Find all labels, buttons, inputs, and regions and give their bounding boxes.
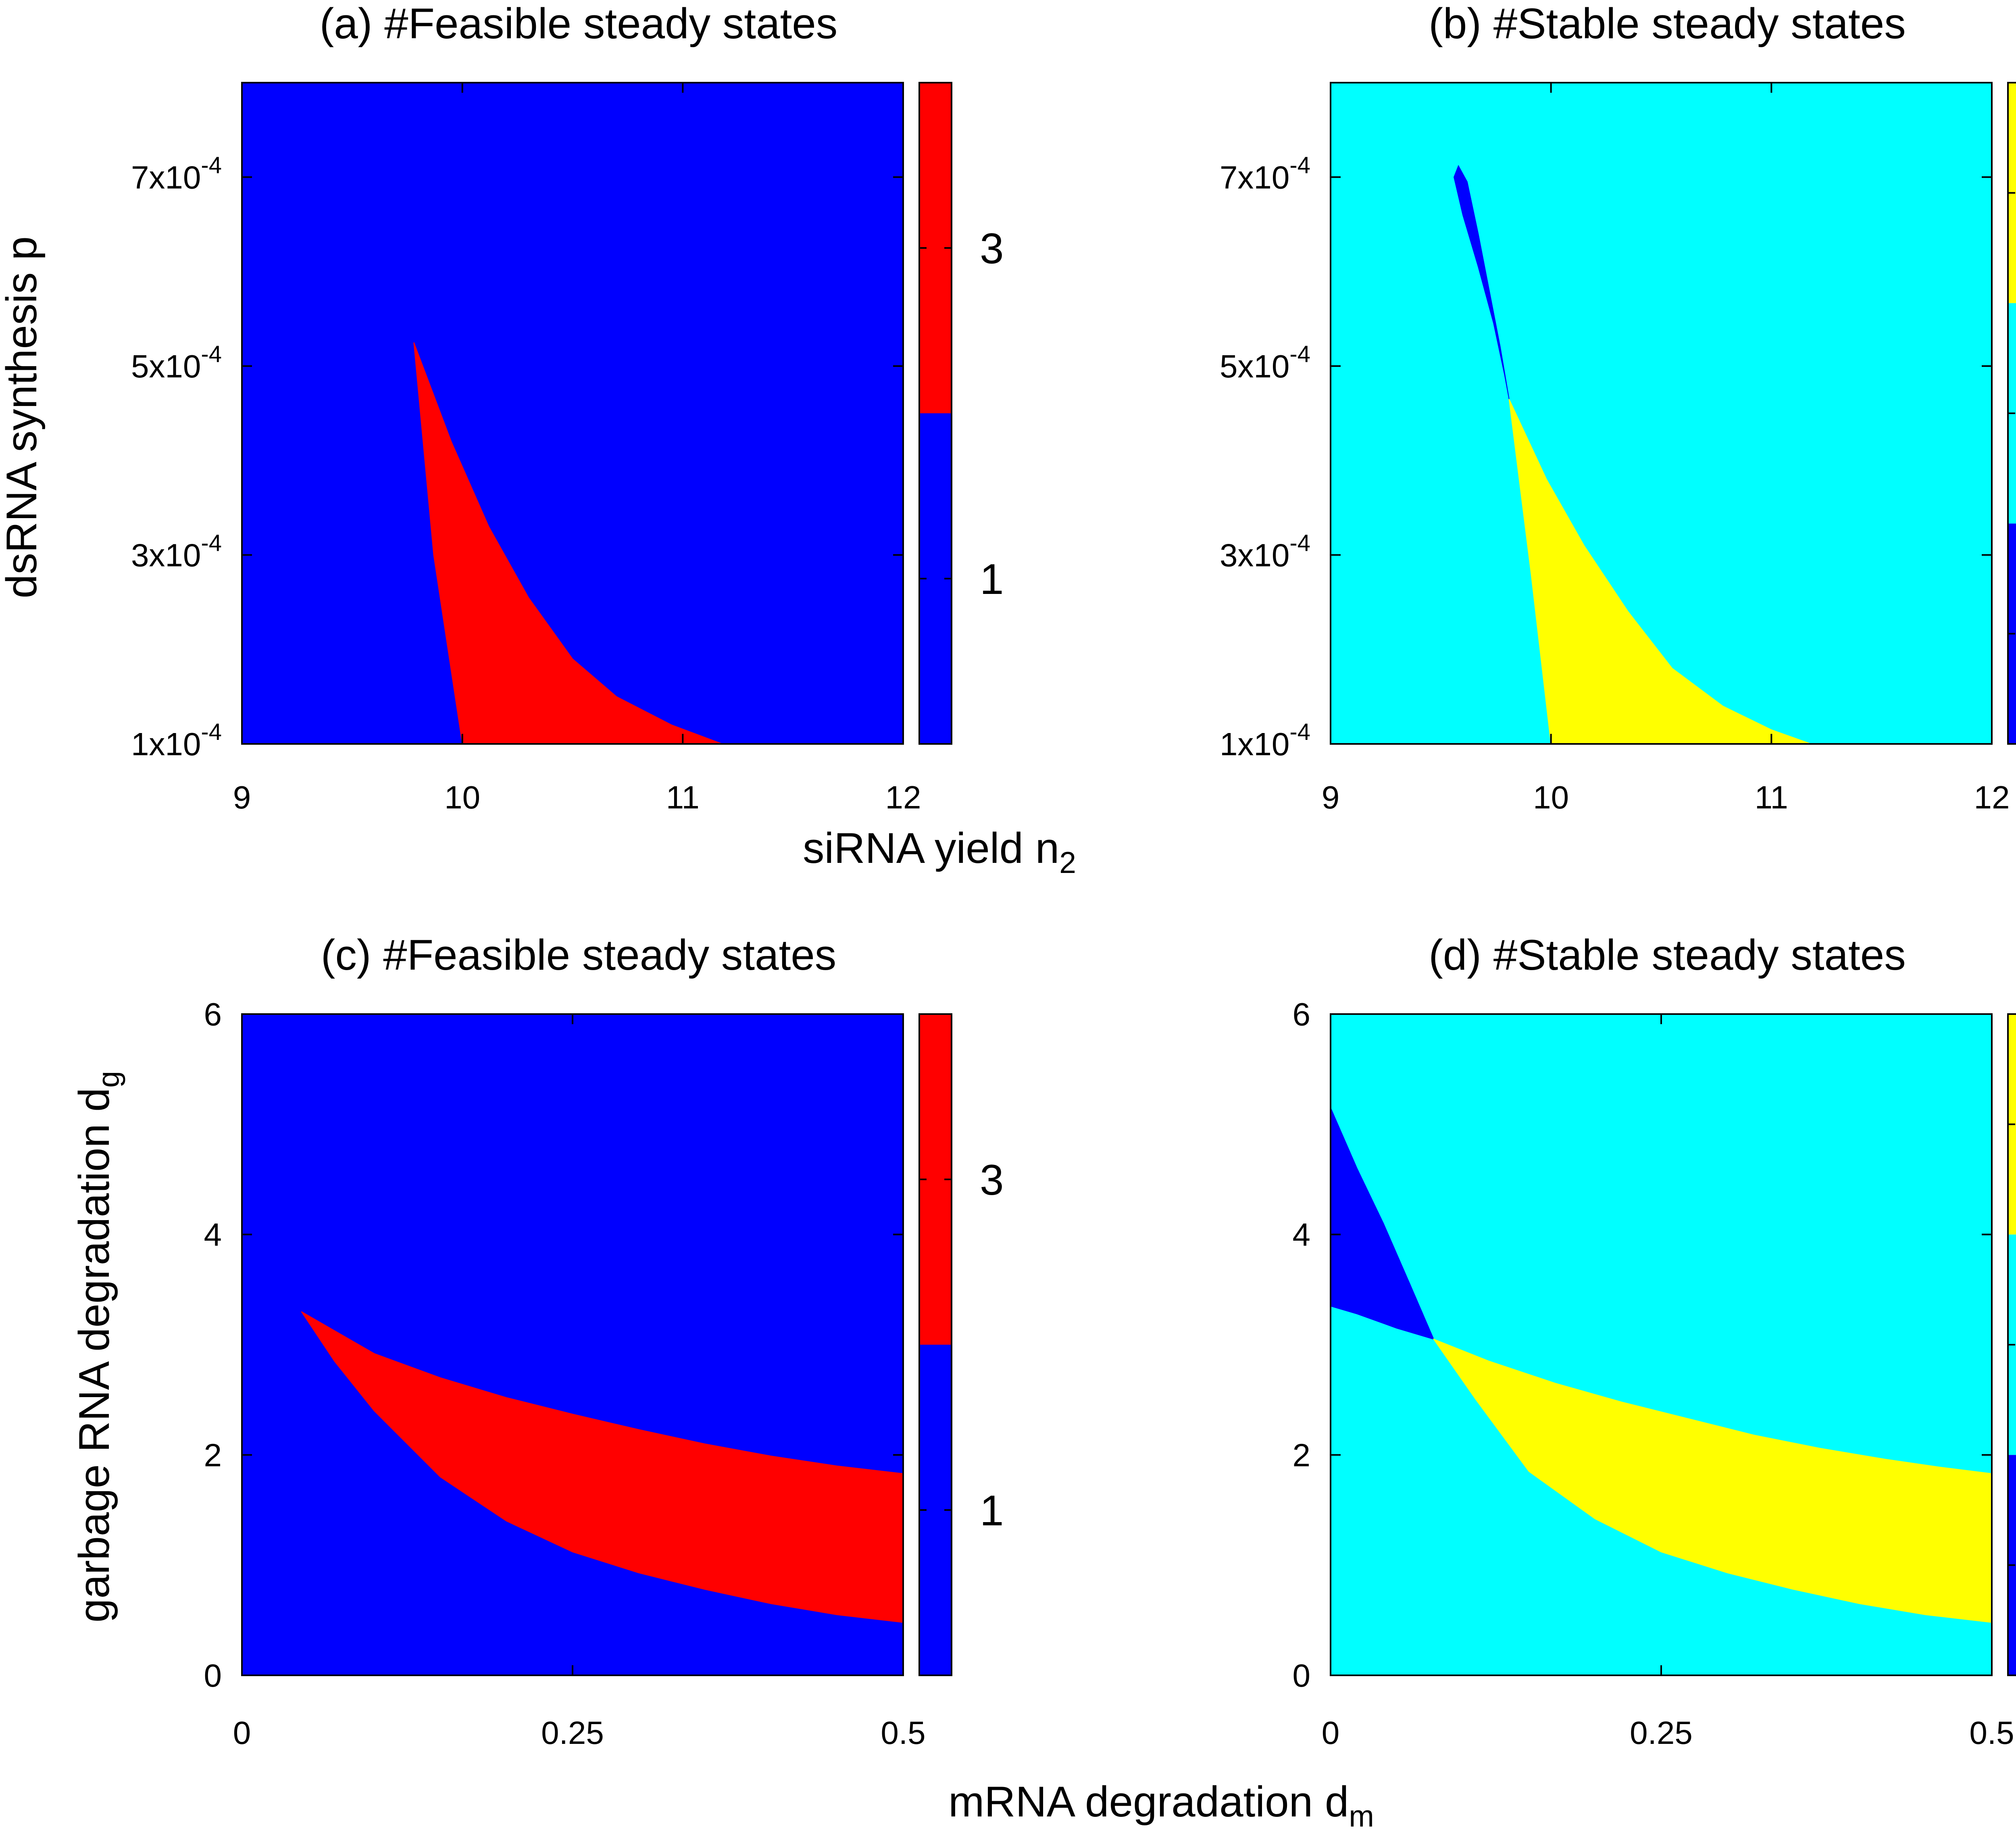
y-tick-label: 1x10-4 xyxy=(131,719,222,762)
x-tick-label: 11 xyxy=(1755,779,1788,815)
xlabel-bottom: mRNA degradation dm xyxy=(948,1777,1374,1833)
ylabel-top: dsRNA synthesis p xyxy=(0,236,46,598)
x-tick-label: 0.5 xyxy=(1969,1715,2014,1751)
y-tick-label: 5x10-4 xyxy=(131,341,222,384)
region-value-2 xyxy=(1508,399,1812,744)
panel-title: (a) #Feasible steady states xyxy=(320,0,838,48)
colorbar-tick-label: 3 xyxy=(980,224,1004,273)
y-tick-label: 5x10-4 xyxy=(1220,341,1310,384)
x-tick-label: 10 xyxy=(1533,779,1569,815)
x-tick-label: 10 xyxy=(444,779,480,815)
x-tick-label: 0 xyxy=(233,1715,251,1751)
heatmap-background xyxy=(1331,83,1992,744)
y-tick-label: 0 xyxy=(1293,1658,1311,1693)
x-tick-label: 0.25 xyxy=(1630,1715,1693,1751)
panel-a: (a) #Feasible steady states 9 10 11 12 1x10-4… xyxy=(131,0,1004,815)
panel-title: (b) #Stable steady states xyxy=(1429,0,1906,48)
x-tick-label: 0.5 xyxy=(881,1715,925,1751)
x-tick-label: 12 xyxy=(885,779,921,815)
colorbar-tick-label: 3 xyxy=(980,1156,1004,1204)
plot-frame xyxy=(1330,82,1993,745)
x-tick-label: 0 xyxy=(1322,1715,1340,1751)
y-tick-label: 3x10-4 xyxy=(1220,530,1310,573)
y-tick-label: 2 xyxy=(1293,1437,1311,1473)
y-tick-label: 3x10-4 xyxy=(131,530,222,573)
y-tick-label: 7x10-4 xyxy=(131,152,222,195)
ylabel-bottom: garbage RNA degradation dg xyxy=(70,1071,125,1623)
y-tick-label: 7x10-4 xyxy=(1220,152,1310,195)
x-tick-label: 12 xyxy=(1974,779,2010,815)
y-tick-label: 1x10-4 xyxy=(1220,719,1310,762)
x-tick-label: 9 xyxy=(233,779,251,815)
x-tick-label: 9 xyxy=(1322,779,1340,815)
x-tick-label: 11 xyxy=(666,779,700,815)
colorbar-frame xyxy=(918,82,952,745)
region-value-3 xyxy=(413,342,723,744)
y-tick-label: 0 xyxy=(204,1658,222,1693)
y-tick-label: 4 xyxy=(1293,1217,1311,1253)
x-tick-label: 0.25 xyxy=(541,1715,604,1751)
region-value-0 xyxy=(1454,165,1510,400)
panel-c: (c) #Feasible steady states 0 0.25 0.5 0 2 4 6 1… xyxy=(204,931,1004,1751)
y-tick-label: 6 xyxy=(1293,996,1311,1032)
heatmap-background xyxy=(242,83,903,744)
xlabel-top: siRNA yield n2 xyxy=(803,824,1076,879)
panel-title: (d) #Stable steady states xyxy=(1429,931,1906,979)
panel-title: (c) #Feasible steady states xyxy=(321,931,837,979)
colorbar-tick-label: 1 xyxy=(980,555,1004,603)
y-tick-label: 4 xyxy=(204,1217,222,1253)
plot-frame xyxy=(241,82,904,745)
panel-b: (b) #Stable steady states 9 10 11 12 1x10-4 3x… xyxy=(1220,0,2016,815)
colorbar-frame xyxy=(918,1013,952,1676)
y-tick-label: 2 xyxy=(204,1437,222,1473)
y-tick-label: 6 xyxy=(204,996,222,1032)
colorbar-tick-label: 1 xyxy=(980,1486,1004,1535)
